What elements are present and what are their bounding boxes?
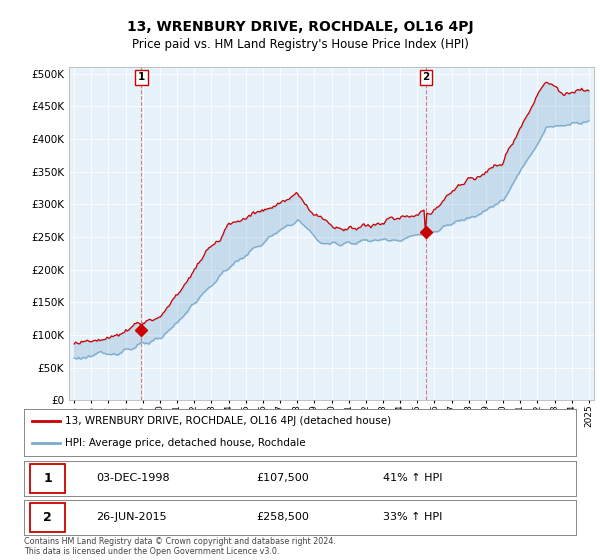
- FancyBboxPatch shape: [29, 464, 65, 493]
- Text: £258,500: £258,500: [256, 512, 309, 522]
- Text: 2: 2: [422, 72, 430, 82]
- Text: 2: 2: [43, 511, 52, 524]
- Text: 26-JUN-2015: 26-JUN-2015: [96, 512, 166, 522]
- Text: 1: 1: [43, 472, 52, 485]
- Text: Contains HM Land Registry data © Crown copyright and database right 2024.
This d: Contains HM Land Registry data © Crown c…: [24, 537, 336, 557]
- Text: £107,500: £107,500: [256, 473, 308, 483]
- Text: HPI: Average price, detached house, Rochdale: HPI: Average price, detached house, Roch…: [65, 438, 306, 448]
- Text: 41% ↑ HPI: 41% ↑ HPI: [383, 473, 442, 483]
- Text: 13, WRENBURY DRIVE, ROCHDALE, OL16 4PJ: 13, WRENBURY DRIVE, ROCHDALE, OL16 4PJ: [127, 20, 473, 34]
- FancyBboxPatch shape: [29, 503, 65, 532]
- Text: Price paid vs. HM Land Registry's House Price Index (HPI): Price paid vs. HM Land Registry's House …: [131, 38, 469, 50]
- Text: 03-DEC-1998: 03-DEC-1998: [96, 473, 169, 483]
- Text: 1: 1: [138, 72, 145, 82]
- Text: 33% ↑ HPI: 33% ↑ HPI: [383, 512, 442, 522]
- Text: 13, WRENBURY DRIVE, ROCHDALE, OL16 4PJ (detached house): 13, WRENBURY DRIVE, ROCHDALE, OL16 4PJ (…: [65, 416, 392, 426]
